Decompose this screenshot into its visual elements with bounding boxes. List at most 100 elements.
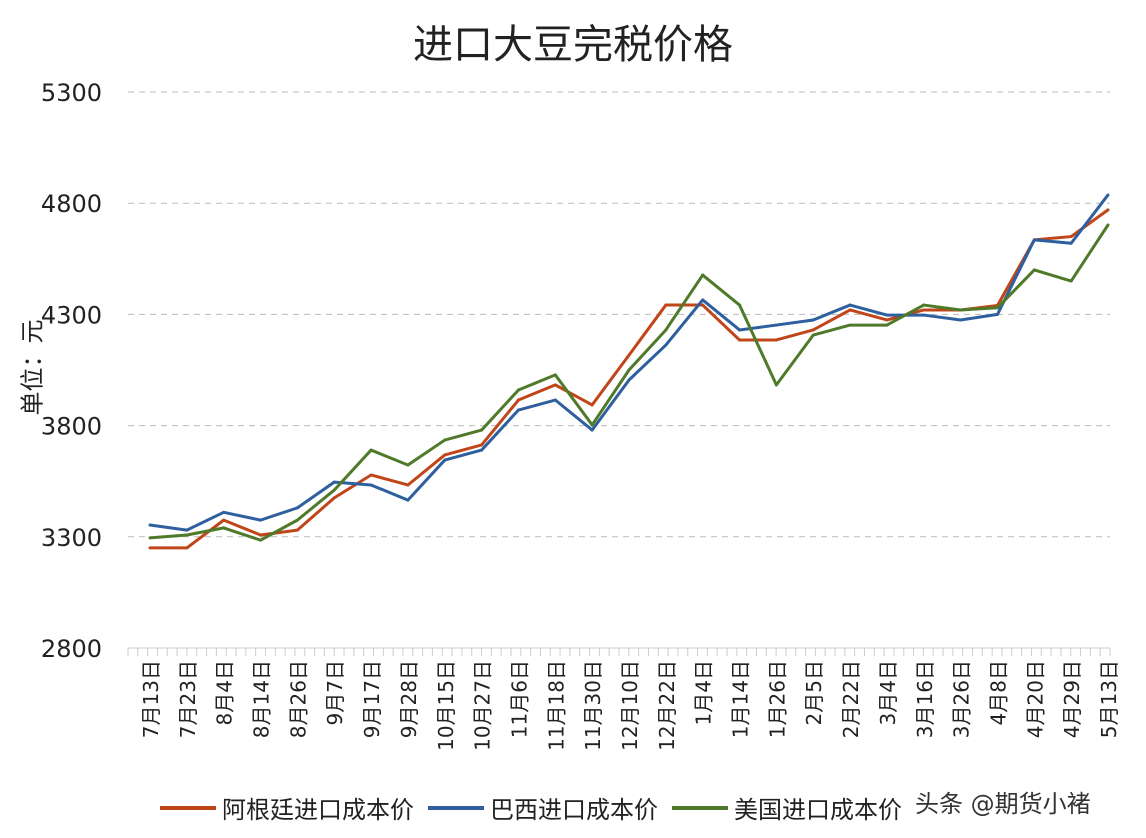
data-point [148,546,152,550]
x-tick-label: 12月10日 [618,660,642,751]
x-tick-label: 8月14日 [250,660,274,738]
x-tick-label: 3月16日 [913,660,937,738]
y-tick-label: 2800 [41,635,102,663]
x-tick-label: 5月13日 [1097,660,1121,738]
y-tick-label: 3300 [41,524,102,552]
x-tick-label: 9月7日 [323,660,347,725]
data-point [222,518,226,522]
data-point [885,313,889,317]
data-point [1106,193,1110,197]
data-point [1106,208,1110,212]
data-point [259,533,263,537]
data-point [774,383,778,387]
data-point [553,373,557,377]
series-line-2 [149,224,1110,542]
data-point [738,328,742,332]
series-line-1 [149,194,1110,532]
data-point [185,533,189,537]
x-tick-label: 4月20日 [1023,660,1047,738]
data-point [1032,238,1036,242]
x-tick-label: 4月29日 [1060,660,1084,738]
x-tick-label: 2月5日 [802,660,826,725]
y-tick-label: 4800 [41,190,102,218]
data-point [995,306,999,310]
x-tick-label: 11月6日 [507,660,531,738]
data-point [369,483,373,487]
data-point [664,343,668,347]
x-tick-label: 3月4日 [876,660,900,725]
data-point [1069,279,1073,283]
data-point [995,312,999,316]
data-point [516,388,520,392]
data-point [664,328,668,332]
data-point [848,323,852,327]
data-point [738,338,742,342]
data-point [148,536,152,540]
legend-item: 美国进口成本价 [672,790,902,825]
legend: 阿根廷进口成本价 巴西进口成本价 美国进口成本价 [160,790,902,825]
data-point [627,378,631,382]
data-point [259,538,263,542]
data-point [406,483,410,487]
x-tick-label: 4月8日 [986,660,1010,725]
legend-swatch [160,805,216,810]
data-point [959,308,963,312]
x-tick-label: 11月30日 [581,660,605,751]
data-point [369,473,373,477]
data-point [1032,268,1036,272]
data-point [185,528,189,532]
y-tick-label: 3800 [41,413,102,441]
x-tick-label: 8月26日 [286,660,310,738]
data-point [590,423,594,427]
x-tick-label: 1月26日 [765,660,789,738]
x-tick-label: 3月26日 [950,660,974,738]
legend-item: 巴西进口成本价 [428,790,658,825]
data-point [553,383,557,387]
x-tick-label: 1月4日 [692,660,716,725]
data-point [922,308,926,312]
x-tick-label: 9月17日 [360,660,384,738]
data-point [664,303,668,307]
legend-label: 美国进口成本价 [734,796,902,824]
data-point [480,428,484,432]
data-point [443,458,447,462]
data-point [811,318,815,322]
legend-item: 阿根廷进口成本价 [160,790,414,825]
x-tick-label: 8月4日 [213,660,237,725]
data-point [516,398,520,402]
watermark: 头条 @期货小褚 [915,790,1091,818]
data-point [295,506,299,510]
data-point [259,518,263,522]
legend-label: 阿根廷进口成本价 [222,796,414,824]
data-point [738,303,742,307]
data-point [885,323,889,327]
data-point [959,318,963,322]
data-point [406,498,410,502]
data-point [369,448,373,452]
x-tick-label: 9月28日 [397,660,421,738]
data-point [1069,241,1073,245]
x-tick-label: 10月15日 [434,660,458,751]
data-point [222,526,226,530]
data-point [922,303,926,307]
data-point [590,428,594,432]
legend-label: 巴西进口成本价 [490,796,658,824]
data-point [811,328,815,332]
data-point [627,368,631,372]
data-point [590,403,594,407]
data-point [222,510,226,514]
data-point [922,313,926,317]
legend-swatch [672,805,728,810]
data-point [848,303,852,307]
x-tick-label: 7月13日 [139,660,163,738]
data-point [1106,223,1110,227]
data-point [332,488,336,492]
x-tick-label: 2月22日 [839,660,863,738]
data-point [1069,235,1073,239]
data-point [480,448,484,452]
data-point [332,496,336,500]
chart-title: 进口大豆完税价格 [413,22,733,68]
data-point [774,338,778,342]
x-tick-label: 11月18日 [544,660,568,751]
